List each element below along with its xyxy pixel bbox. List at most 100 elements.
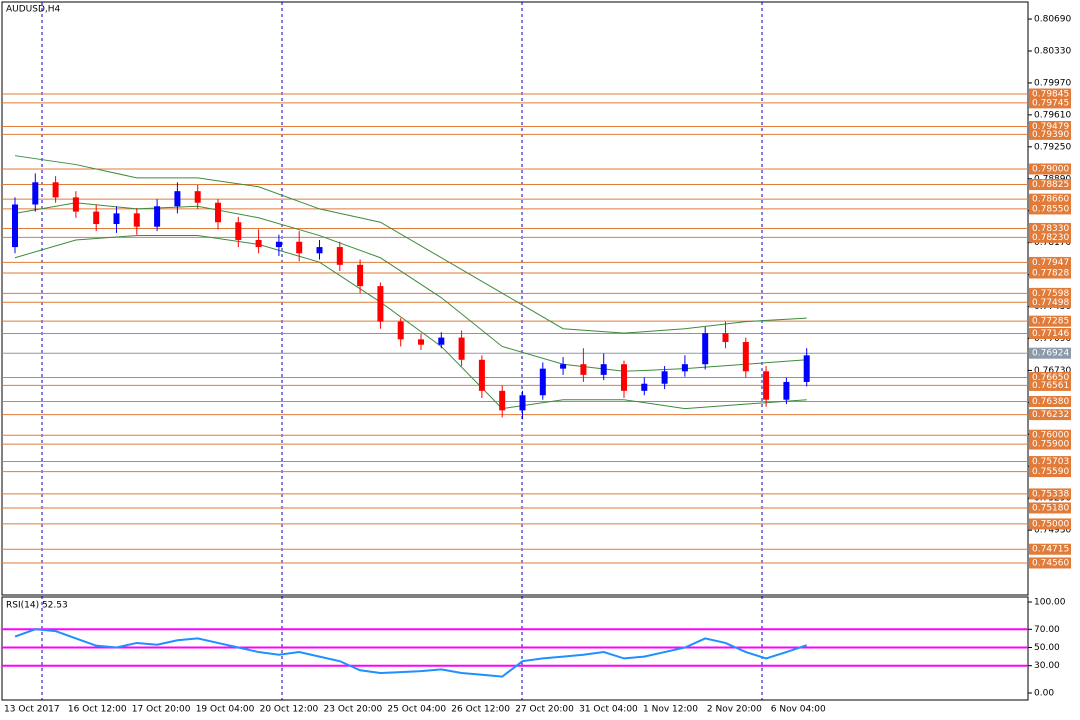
level-tag (1029, 557, 1071, 569)
candle-body (681, 364, 688, 372)
x-tick-label: 19 Oct 04:00 (196, 705, 255, 715)
band-lower (14, 235, 807, 410)
level-label: 0.75703 (1032, 457, 1069, 467)
level-tag (1029, 287, 1071, 299)
level-tag (1029, 193, 1071, 205)
level-label: 0.77828 (1032, 268, 1069, 278)
level-label: 0.76380 (1032, 397, 1069, 407)
level-tag (1029, 97, 1071, 109)
x-tick-label: 25 Oct 04:00 (387, 705, 446, 715)
candle-body (600, 364, 607, 375)
y-tick-label: 0.80690 (1034, 15, 1071, 25)
level-tag (1029, 179, 1071, 191)
band-upper (14, 155, 807, 334)
level-label: 0.76232 (1032, 410, 1069, 420)
level-tag (1029, 395, 1071, 407)
level-tag (1029, 488, 1071, 500)
level-tag (1029, 429, 1071, 441)
level-tag (1029, 372, 1071, 384)
y-tick-label: 0.79250 (1034, 142, 1071, 152)
level-tag (1029, 518, 1071, 530)
level-label: 0.75000 (1032, 519, 1069, 529)
period-separators (41, 2, 763, 700)
candle-body (215, 202, 221, 223)
y-tick-label: 0.79610 (1034, 110, 1071, 120)
level-label: 0.78825 (1032, 180, 1069, 190)
level-label: 0.74560 (1032, 558, 1069, 568)
candle-body (519, 395, 526, 411)
candle-body (133, 213, 140, 227)
x-tick-label: 31 Oct 04:00 (579, 705, 638, 715)
candle-body (52, 182, 59, 198)
level-label: 0.77598 (1032, 289, 1069, 299)
level-tag (1029, 296, 1071, 308)
y-tick-label: 0.79970 (1034, 78, 1071, 88)
candle-body (539, 368, 546, 396)
level-tag (1029, 88, 1071, 100)
candle-body (458, 337, 465, 360)
level-label: 0.76000 (1032, 431, 1069, 441)
level-label: 0.75180 (1032, 503, 1069, 513)
level-tag (1029, 163, 1071, 175)
level-label: 0.76650 (1032, 373, 1069, 383)
candle-body (377, 286, 384, 322)
y-tick-label: 50.00 (1034, 643, 1060, 653)
last-price-tag (1029, 347, 1071, 359)
level-tag (1029, 379, 1071, 391)
y-tick-label: 100.00 (1034, 598, 1066, 608)
candle-body (499, 390, 506, 411)
candle-body (255, 239, 262, 248)
candle-body (296, 241, 303, 254)
level-label: 0.79390 (1032, 130, 1069, 140)
rsi-panel (1, 596, 1029, 701)
level-label: 0.77947 (1032, 258, 1069, 268)
level-tag (1029, 328, 1071, 340)
level-tag (1029, 438, 1071, 450)
candle-body (621, 364, 627, 391)
level-label: 0.77146 (1032, 329, 1069, 339)
level-label: 0.78330 (1032, 224, 1069, 234)
candle-body (397, 321, 404, 340)
level-tag (1029, 256, 1071, 268)
x-tick-label: 27 Oct 20:00 (515, 705, 574, 715)
band-middle (14, 202, 807, 372)
rsi-title: RSI(14) 52.53 (6, 601, 68, 611)
y-tick-label: 0.76730 (1034, 366, 1071, 376)
candle-body (275, 241, 282, 248)
candle-body (560, 364, 567, 369)
y-tick-label: 0.00 (1034, 688, 1054, 698)
candle-body (438, 337, 445, 345)
level-label: 0.78230 (1032, 233, 1069, 243)
level-label: 0.77285 (1032, 317, 1069, 327)
level-label: 0.75590 (1032, 467, 1069, 477)
candle-body (235, 222, 242, 240)
level-label: 0.78660 (1032, 195, 1069, 205)
level-label: 0.76561 (1032, 381, 1069, 391)
level-label: 0.77498 (1032, 298, 1069, 308)
level-tag (1029, 231, 1071, 243)
x-tick-label: 1 Nov 12:00 (643, 705, 698, 715)
x-tick-label: 26 Oct 12:00 (451, 705, 510, 715)
level-tag (1029, 543, 1071, 555)
candle-body (72, 197, 79, 212)
x-tick-label: 2 Nov 20:00 (707, 705, 762, 715)
level-tag (1029, 222, 1071, 234)
candle-body (174, 191, 181, 207)
y-tick-label: 0.78170 (1034, 238, 1071, 248)
x-tick-label: 16 Oct 12:00 (68, 705, 127, 715)
candle-body (702, 333, 709, 365)
chart-title: AUDUSD,H4 (6, 5, 61, 15)
candle-body (93, 211, 100, 225)
x-tick-label: 23 Oct 20:00 (324, 705, 383, 715)
candle-body (32, 182, 39, 205)
level-label: 0.79479 (1032, 122, 1069, 132)
level-tag (1029, 315, 1071, 327)
level-label: 0.75338 (1032, 489, 1069, 499)
candle-body (12, 204, 18, 248)
candle-body (418, 339, 424, 345)
y-tick-label: 0.80330 (1034, 46, 1071, 56)
level-tag (1029, 409, 1071, 421)
x-tick-label: 17 Oct 20:00 (132, 705, 191, 715)
candle-body (763, 371, 770, 400)
